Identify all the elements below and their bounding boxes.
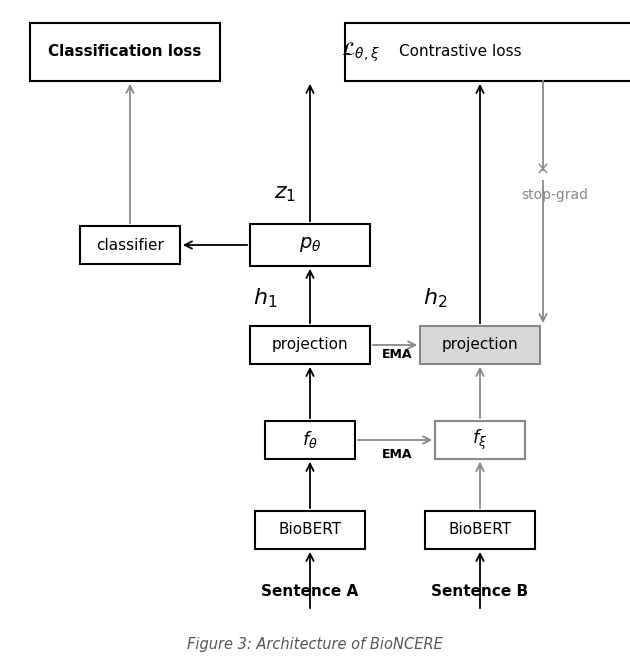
Text: projection: projection: [442, 338, 518, 352]
Text: ×: ×: [536, 161, 550, 179]
Text: $z_1$: $z_1$: [274, 184, 296, 204]
FancyBboxPatch shape: [425, 511, 535, 549]
Text: $h_1$: $h_1$: [253, 286, 277, 310]
FancyBboxPatch shape: [265, 421, 355, 459]
Text: $p_\theta$: $p_\theta$: [299, 236, 321, 254]
Text: $f_\theta$: $f_\theta$: [302, 430, 318, 451]
Text: EMA: EMA: [382, 348, 412, 361]
Text: $\mathcal{L}_{\theta,\xi}$: $\mathcal{L}_{\theta,\xi}$: [341, 40, 379, 64]
Text: BioBERT: BioBERT: [449, 522, 512, 538]
Text: $f_\xi$: $f_\xi$: [472, 428, 488, 452]
FancyBboxPatch shape: [345, 23, 630, 81]
Text: $h_2$: $h_2$: [423, 286, 447, 310]
FancyBboxPatch shape: [80, 226, 180, 264]
Text: projection: projection: [272, 338, 348, 352]
Text: Sentence B: Sentence B: [432, 585, 529, 600]
Text: Contrastive loss: Contrastive loss: [399, 44, 521, 60]
Text: Figure 3: Architecture of BioNCERE: Figure 3: Architecture of BioNCERE: [187, 638, 443, 653]
Text: Sentence A: Sentence A: [261, 585, 358, 600]
FancyBboxPatch shape: [420, 326, 540, 364]
FancyBboxPatch shape: [250, 326, 370, 364]
FancyBboxPatch shape: [435, 421, 525, 459]
FancyBboxPatch shape: [30, 23, 220, 81]
Text: stop-grad: stop-grad: [522, 188, 588, 202]
Text: Classification loss: Classification loss: [49, 44, 202, 60]
Text: EMA: EMA: [382, 448, 412, 461]
FancyBboxPatch shape: [255, 511, 365, 549]
FancyBboxPatch shape: [250, 224, 370, 266]
Text: classifier: classifier: [96, 238, 164, 252]
Text: BioBERT: BioBERT: [278, 522, 341, 538]
